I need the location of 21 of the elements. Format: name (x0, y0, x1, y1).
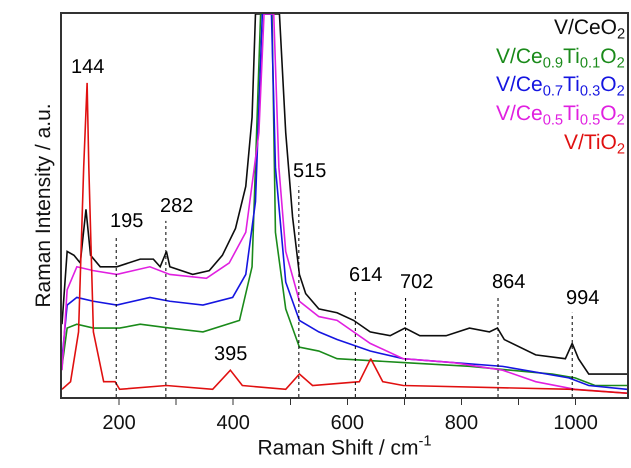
x-tick-label: 800 (444, 412, 478, 434)
text: V/Ce$_{0.9}$Ti$_{0.1}$O$_{2}$ (496, 45, 625, 72)
x-tick-label: 600 (330, 412, 364, 434)
annotation: 144 (71, 56, 104, 78)
ref-line-label: 614 (349, 264, 382, 286)
y-axis-title: Raman Intensity / a.u. (32, 103, 55, 308)
annotation: 395 (214, 343, 248, 365)
text: V/CeO$_{2}$ (554, 16, 626, 42)
x-tick-label: 400 (216, 412, 250, 434)
ref-line-label: 864 (492, 271, 526, 293)
x-axis-title: Raman Shift / cm$^{-1}$ (257, 434, 432, 460)
ref-line-label: 515 (293, 160, 326, 182)
ref-line-label: 702 (400, 271, 434, 293)
ref-line-label: 195 (110, 210, 144, 232)
text: V/Ce$_{0.5}$Ti$_{0.5}$O$_{2}$ (496, 102, 625, 128)
x-tick-label: 1000 (553, 412, 598, 434)
ref-line-label: 994 (566, 287, 600, 309)
ref-line-label: 282 (160, 195, 194, 217)
text: V/Ce$_{0.7}$Ti$_{0.3}$O$_{2}$ (496, 73, 625, 100)
x-tick-label: 200 (102, 412, 136, 434)
text: V/TiO$_{2}$ (564, 131, 626, 158)
